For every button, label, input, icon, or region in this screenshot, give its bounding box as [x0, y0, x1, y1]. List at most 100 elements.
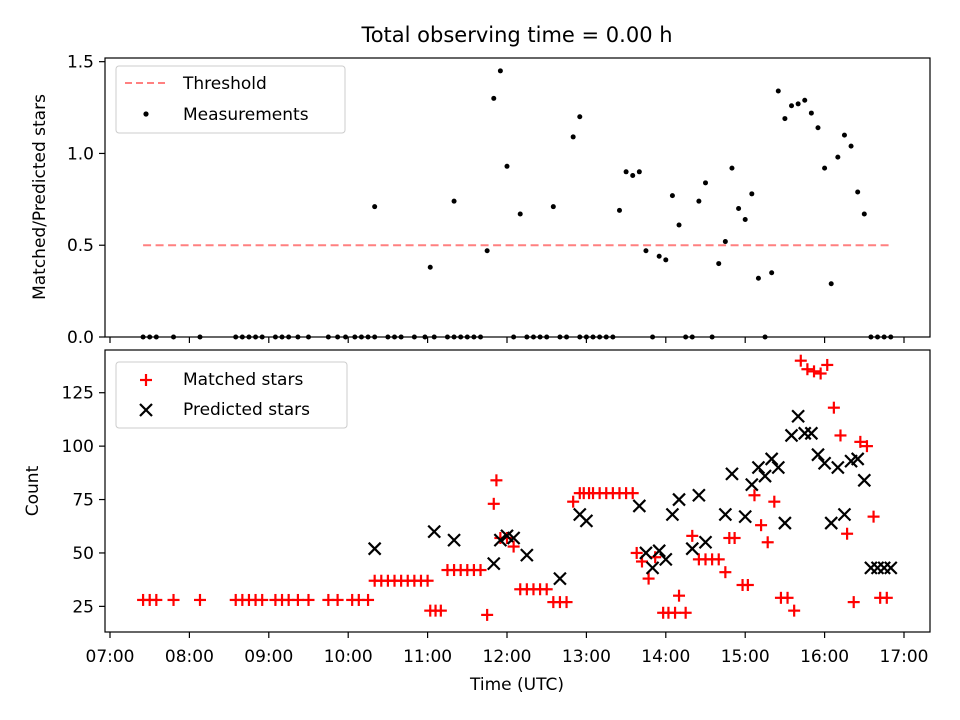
measurement-point	[736, 206, 742, 212]
predicted-star-point	[645, 561, 660, 575]
measurement-point	[861, 211, 867, 217]
measurement-point	[372, 334, 378, 340]
predicted-star-point	[797, 426, 812, 441]
measurement-point	[140, 334, 146, 340]
predicted-star-point	[692, 488, 706, 503]
predicted-star-point	[764, 452, 779, 466]
measurement-point	[742, 217, 748, 223]
measurement-point	[590, 334, 596, 340]
measurement-point	[755, 275, 761, 281]
matched-star-point	[788, 604, 801, 617]
predicted-star-point	[771, 460, 786, 475]
measurement-point	[630, 172, 636, 178]
matched-star-point	[567, 495, 580, 508]
predicted-star-point	[447, 533, 461, 547]
bottom-x-tick-label: 08:00	[165, 647, 214, 667]
bottom-y-tick-label: 50	[72, 544, 94, 564]
measurement-point	[888, 334, 894, 340]
measurement-point	[822, 165, 828, 171]
measurement-point	[343, 334, 349, 340]
bottom-x-tick-label: 10:00	[324, 647, 373, 667]
bottom-plot-content: 25 50 75 100 125 07:00 08:00 09:00 10:00 11:00 12:…	[62, 354, 929, 667]
matched-star-point	[642, 572, 655, 585]
measurement-point	[246, 334, 252, 340]
measurement-point	[372, 204, 378, 210]
bottom-x-tick-label: 13:00	[562, 647, 611, 667]
measurement-point	[306, 334, 311, 340]
matched-star-point	[686, 529, 699, 542]
measurement-point	[197, 334, 203, 340]
predicted-star-point	[850, 452, 865, 466]
predicted-star-point	[745, 477, 759, 492]
measurement-point	[636, 169, 642, 175]
matched-star-point	[755, 519, 768, 532]
matched-star-point	[193, 593, 206, 606]
predicted-star-point	[864, 561, 878, 575]
measurement-point	[643, 248, 649, 254]
measurement-point	[749, 191, 755, 197]
measurement-point	[762, 334, 768, 340]
matched-star-point	[794, 354, 807, 367]
matched-star-point	[630, 546, 643, 559]
measurement-point	[411, 334, 417, 340]
matched-star-point	[481, 608, 494, 621]
measurement-point	[577, 334, 583, 340]
measurement-point	[511, 334, 517, 340]
predicted-star-point	[632, 499, 647, 513]
matched-star-point	[507, 540, 520, 553]
matched-star-point	[814, 367, 827, 380]
measurement-point	[504, 163, 510, 169]
measurement-point	[147, 334, 153, 340]
measurement-point	[696, 198, 702, 204]
measurement-point	[709, 334, 715, 340]
predicted-star-point	[831, 460, 845, 475]
measurement-point	[603, 334, 609, 340]
top-plot-content: 0.0 0.5 1.0 1.5	[67, 53, 905, 348]
measurement-point	[775, 88, 781, 94]
matched-star-point	[841, 527, 854, 540]
measurement-point	[855, 189, 861, 195]
predicted-star-point	[698, 535, 713, 550]
top-legend: Threshold Measurements	[115, 65, 346, 134]
measurement-point	[802, 97, 808, 103]
measurement-point	[577, 114, 583, 120]
predicted-star-point	[817, 456, 832, 471]
measurement-point	[868, 334, 874, 340]
matched-star-point	[728, 532, 741, 544]
predicted-star-point	[718, 507, 733, 522]
matched-star-point	[712, 553, 725, 566]
measurement-point	[610, 334, 616, 340]
measurement-point	[875, 334, 881, 340]
matched-star-point	[331, 593, 344, 606]
predicted-star-point	[738, 509, 752, 524]
matched-star-point	[669, 606, 682, 619]
matched-star-point	[434, 604, 447, 617]
measurement-point	[325, 334, 331, 340]
matched-star-point	[474, 564, 487, 577]
measurement-point	[656, 253, 662, 259]
matched-star-point	[167, 593, 180, 606]
measurement-point	[881, 334, 887, 340]
measurement-point	[233, 334, 239, 340]
matched-star-point	[761, 536, 774, 549]
predicted-star-point	[579, 514, 594, 528]
measurement-point	[729, 165, 735, 171]
bottom-x-tick-label: 14:00	[641, 647, 690, 667]
measurement-point	[497, 68, 503, 74]
chart-title: Total observing time = 0.00 h	[360, 23, 672, 47]
measurement-point	[650, 334, 656, 340]
predicted-star-point	[427, 524, 441, 539]
measurement-point	[722, 239, 728, 245]
matched-star-point	[880, 591, 893, 604]
predicted-star-point	[685, 541, 700, 556]
top-y-label: Matched/Predicted stars	[30, 94, 50, 300]
measurement-point	[385, 334, 391, 340]
matched-star-point	[808, 365, 821, 378]
matched-star-point	[626, 487, 639, 500]
measurement-point	[153, 334, 159, 340]
matched-star-point	[679, 606, 692, 619]
bottom-y-tick-label: 100	[62, 437, 94, 457]
predicted-star-point	[784, 428, 799, 443]
measurement-point	[537, 334, 543, 340]
matched-star-point	[821, 358, 834, 371]
